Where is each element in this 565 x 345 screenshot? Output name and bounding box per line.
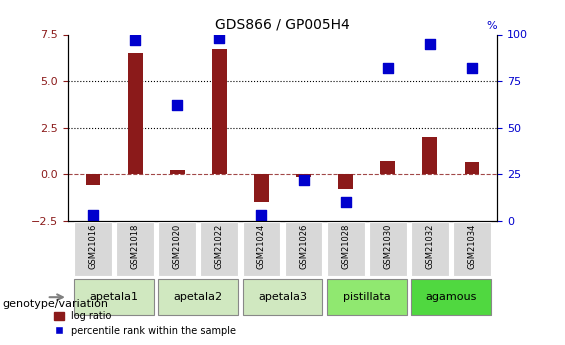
Bar [170, 170, 185, 174]
Text: GSM21024: GSM21024 [257, 224, 266, 269]
FancyBboxPatch shape [411, 221, 449, 276]
Text: GSM21028: GSM21028 [341, 224, 350, 269]
Text: GSM21030: GSM21030 [383, 224, 392, 269]
Point [89, 213, 98, 218]
Text: agamous: agamous [425, 292, 477, 302]
Text: apetala2: apetala2 [174, 292, 223, 302]
Point [173, 102, 182, 108]
Text: GSM21034: GSM21034 [467, 224, 476, 269]
Legend: log ratio, percentile rank within the sample: log ratio, percentile rank within the sa… [50, 307, 240, 340]
Text: pistillata: pistillata [343, 292, 390, 302]
Point [299, 177, 308, 183]
Bar [212, 49, 227, 174]
Text: GSM21022: GSM21022 [215, 224, 224, 269]
Bar [128, 53, 142, 174]
Point [383, 65, 392, 71]
Bar [423, 137, 437, 174]
FancyBboxPatch shape [327, 221, 364, 276]
Point [215, 36, 224, 41]
Point [341, 200, 350, 205]
Text: GSM21032: GSM21032 [425, 224, 434, 269]
FancyBboxPatch shape [116, 221, 154, 276]
FancyBboxPatch shape [327, 279, 407, 315]
FancyBboxPatch shape [369, 221, 407, 276]
FancyBboxPatch shape [74, 221, 112, 276]
Text: apetala1: apetala1 [90, 292, 138, 302]
Text: GSM21018: GSM21018 [131, 224, 140, 269]
Text: apetala3: apetala3 [258, 292, 307, 302]
FancyBboxPatch shape [411, 279, 491, 315]
FancyBboxPatch shape [74, 279, 154, 315]
FancyBboxPatch shape [158, 279, 238, 315]
Text: GSM21016: GSM21016 [89, 224, 98, 269]
Text: %: % [486, 21, 497, 31]
FancyBboxPatch shape [453, 221, 491, 276]
Point [425, 41, 434, 47]
FancyBboxPatch shape [242, 279, 323, 315]
Text: GSM21026: GSM21026 [299, 224, 308, 269]
FancyBboxPatch shape [158, 221, 196, 276]
FancyBboxPatch shape [285, 221, 323, 276]
Text: genotype/variation: genotype/variation [3, 299, 109, 308]
Bar [254, 174, 269, 203]
Bar [86, 174, 101, 185]
Point [467, 65, 476, 71]
FancyBboxPatch shape [201, 221, 238, 276]
Bar [296, 174, 311, 177]
FancyBboxPatch shape [242, 221, 280, 276]
Bar [338, 174, 353, 189]
Text: GSM21020: GSM21020 [173, 224, 182, 269]
Bar [380, 161, 395, 174]
Point [131, 37, 140, 43]
Bar [464, 162, 479, 174]
Title: GDS866 / GP005H4: GDS866 / GP005H4 [215, 18, 350, 32]
Point [257, 213, 266, 218]
